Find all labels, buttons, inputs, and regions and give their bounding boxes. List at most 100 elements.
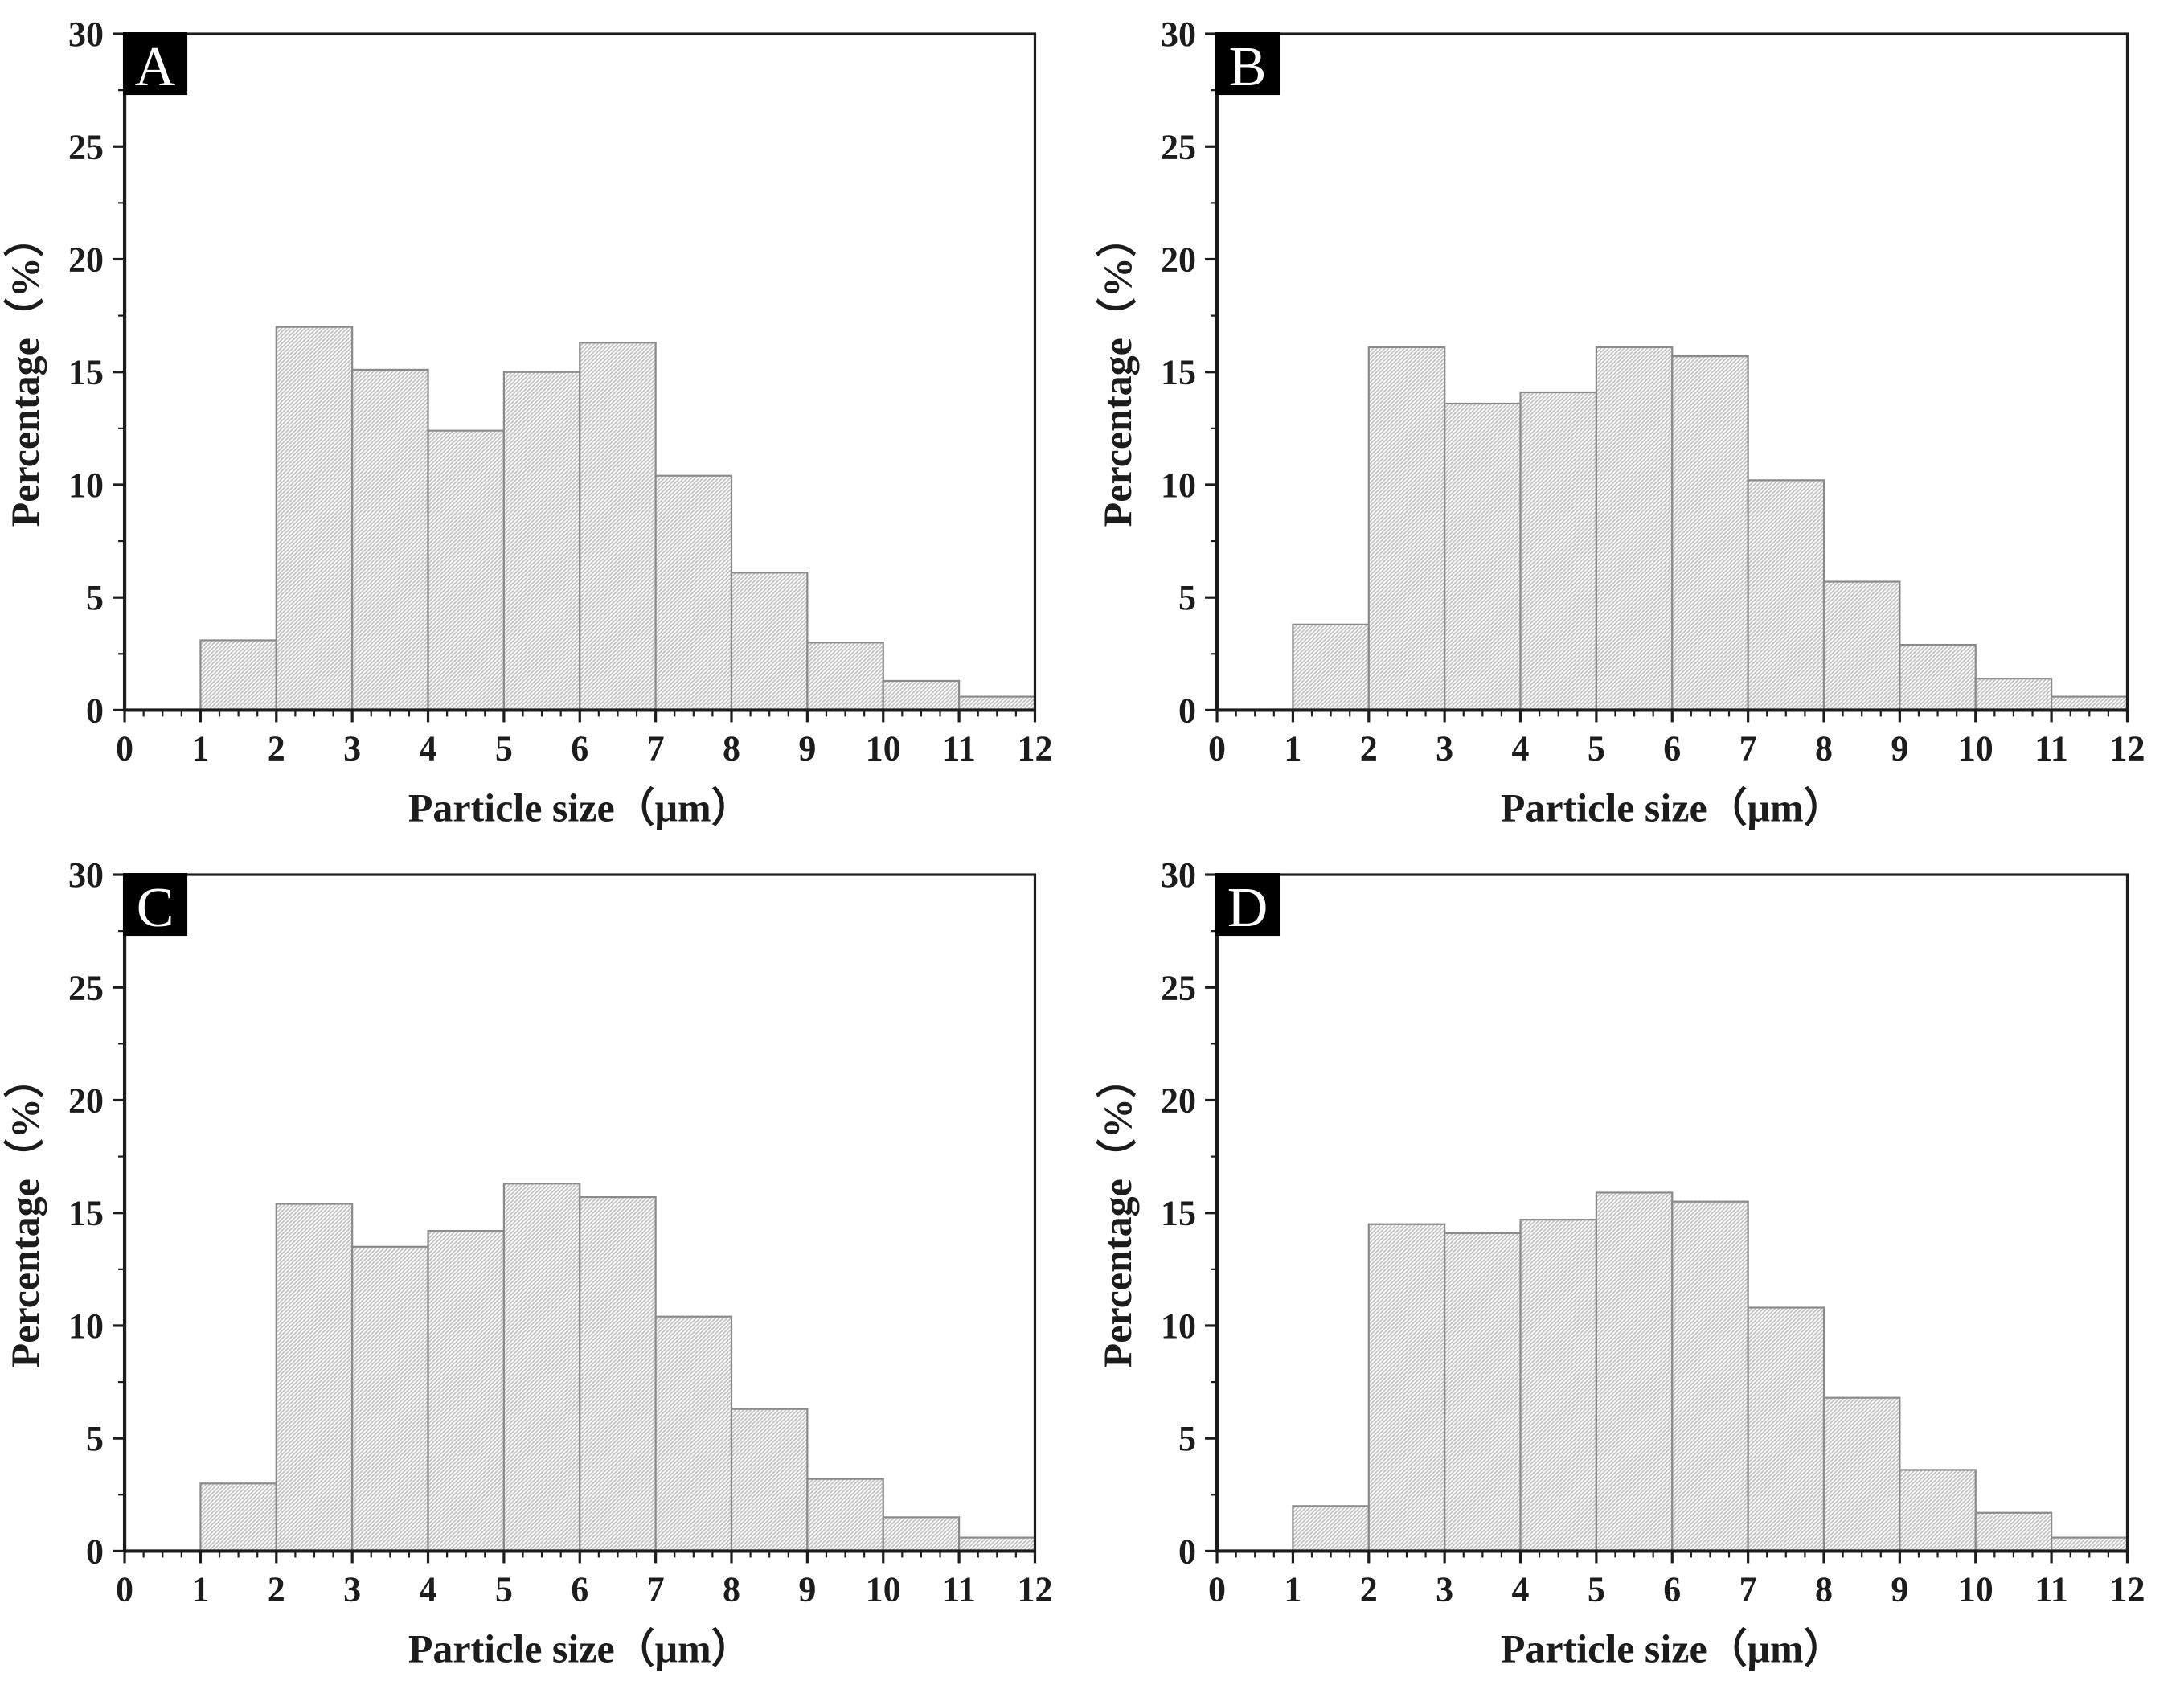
ticks-group <box>113 872 1037 1563</box>
histogram-bar <box>654 1315 733 1552</box>
y-tick-label: 20 <box>1161 1080 1196 1120</box>
x-tick-label: 1 <box>191 1569 209 1609</box>
histogram-bar <box>1747 479 1825 711</box>
x-tick-label: 9 <box>798 728 816 768</box>
y-tick-label: 30 <box>1161 14 1196 54</box>
x-tick-label: 6 <box>1663 1569 1681 1609</box>
histogram-bar <box>1974 678 2052 711</box>
histogram-bar <box>579 342 657 711</box>
y-tick-label: 0 <box>86 1531 104 1571</box>
histogram-bar <box>882 1515 961 1552</box>
histogram-bar <box>1898 1468 1977 1552</box>
histogram-bar <box>1747 1306 1825 1552</box>
x-tick-label: 11 <box>942 1569 976 1609</box>
y-tick-label: 15 <box>68 353 104 392</box>
panel-badge-letter: B <box>1228 36 1266 98</box>
ticks-group <box>1204 872 2129 1563</box>
histogram-bar <box>806 1478 884 1552</box>
y-tick-label: 5 <box>86 578 104 617</box>
x-tick-label: 4 <box>420 1569 437 1609</box>
x-tick-label: 1 <box>1284 1569 1301 1609</box>
y-tick-label: 20 <box>68 240 104 279</box>
panel-A: 0 1 2 3 4 5 6 7 8 9 10 11 12 0 5 10 15 20 25 30 Particle siz… <box>0 0 1092 841</box>
x-tick-label: 5 <box>495 1569 513 1609</box>
x-tick-label: 6 <box>571 1569 588 1609</box>
y-tick-label: 30 <box>68 14 104 54</box>
ticks-group <box>1204 32 2129 723</box>
x-tick-label: 2 <box>1359 728 1377 768</box>
histogram-bar <box>882 679 961 711</box>
y-tick-label: 25 <box>1161 127 1196 166</box>
histogram-bar <box>579 1195 657 1552</box>
x-tick-label: 10 <box>1957 728 1993 768</box>
x-tick-label: 7 <box>647 728 665 768</box>
panel-badge: B <box>1215 32 1280 98</box>
histogram-bar <box>958 695 1036 711</box>
y-tick-label: 10 <box>1161 1306 1196 1345</box>
bars-group <box>1291 346 2129 711</box>
x-tick-label: 11 <box>942 728 976 768</box>
y-tick-label: 25 <box>68 968 104 1007</box>
x-tick-label: 10 <box>1957 1569 1993 1609</box>
panel-badge-box <box>1215 32 1280 96</box>
histogram-bar <box>1443 402 1522 711</box>
x-axis-title: Particle size（μm） <box>408 1626 752 1671</box>
histogram-bar <box>2050 695 2129 711</box>
histogram-bar <box>427 1229 505 1552</box>
histogram-bar <box>1367 1223 1445 1552</box>
histogram-bar <box>2050 1535 2129 1552</box>
x-tick-label: 12 <box>1017 728 1052 768</box>
histogram-bar <box>1518 1218 1597 1552</box>
x-tick-label: 9 <box>798 1569 816 1609</box>
x-tick-label: 7 <box>1739 1569 1756 1609</box>
panel-badge-box <box>123 32 188 96</box>
x-tick-label: 2 <box>1359 1569 1377 1609</box>
histogram-bar <box>1822 1396 1900 1552</box>
x-tick-label: 0 <box>116 728 133 768</box>
x-axis-title: Particle size（μm） <box>1500 785 1843 830</box>
y-tick-label: 30 <box>68 855 104 895</box>
panel-badge-box <box>1215 872 1280 936</box>
bars-group <box>199 326 1036 711</box>
panel-B: 0 1 2 3 4 5 6 7 8 9 10 11 12 0 5 10 15 20 25 30 Particle siz… <box>1092 0 2184 841</box>
histogram-bar <box>275 326 354 711</box>
histogram-bar <box>1898 643 1977 711</box>
x-tick-label: 1 <box>191 728 209 768</box>
x-tick-label: 8 <box>1815 1569 1833 1609</box>
x-tick-label: 1 <box>1284 728 1301 768</box>
bars-group <box>199 1182 1036 1552</box>
y-tick-label: 10 <box>68 465 104 505</box>
bars-group <box>1291 1191 2129 1552</box>
histogram-bar <box>199 1482 277 1552</box>
x-tick-label: 0 <box>1208 1569 1226 1609</box>
histogram-bar <box>1443 1232 1522 1552</box>
x-tick-label: 4 <box>1511 1569 1529 1609</box>
y-tick-label: 15 <box>1161 353 1196 392</box>
y-tick-label: 15 <box>68 1193 104 1232</box>
y-tick-label: 0 <box>86 691 104 730</box>
y-tick-label: 5 <box>1178 578 1196 617</box>
panel-badge-letter: D <box>1227 877 1268 939</box>
x-tick-label: 9 <box>1891 728 1908 768</box>
x-tick-label: 10 <box>866 728 901 768</box>
histogram-bar <box>351 1245 429 1552</box>
histogram-bar <box>351 368 429 711</box>
x-tick-label: 10 <box>866 1569 901 1609</box>
y-tick-label: 10 <box>68 1306 104 1345</box>
y-tick-label: 25 <box>68 127 104 166</box>
panel-C: 0 1 2 3 4 5 6 7 8 9 10 11 12 0 5 10 15 20 25 30 Particle siz… <box>0 841 1092 1681</box>
histogram-bar <box>654 474 733 711</box>
histogram-bar <box>730 572 809 711</box>
histogram-bar <box>1670 355 1749 711</box>
y-axis-title: Percentage（%） <box>2 1058 47 1367</box>
x-tick-label: 6 <box>571 728 588 768</box>
y-tick-label: 10 <box>1161 465 1196 505</box>
x-axis-title: Particle size（μm） <box>1500 1626 1843 1671</box>
